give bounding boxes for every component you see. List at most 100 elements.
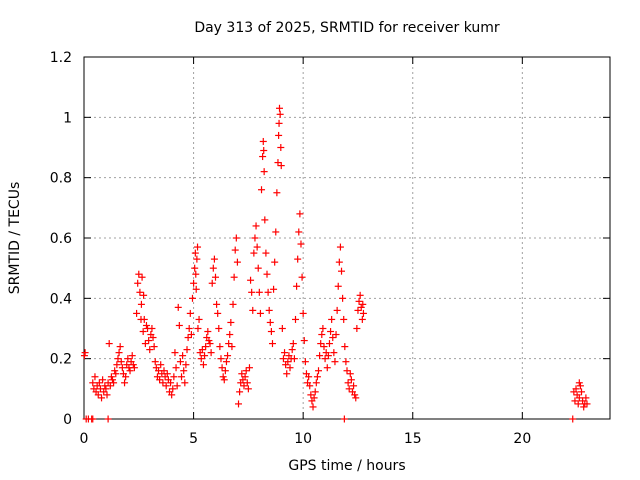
data-point [198,346,206,354]
data-point [264,288,272,296]
data-point [184,334,192,342]
data-point [240,382,248,390]
data-point [341,343,349,351]
data-point [265,306,273,314]
data-point [179,352,187,360]
data-point [325,340,333,348]
data-point [168,391,176,399]
data-point [351,391,359,399]
data-point [188,294,196,302]
data-point [277,144,285,151]
data-point [276,110,284,118]
data-point [574,400,582,408]
data-point [191,264,199,272]
data-point [328,315,336,323]
data-point [275,119,283,127]
data-point [116,343,124,351]
data-point [214,309,222,317]
data-point [225,340,233,348]
data-point [209,264,217,272]
data-point [578,388,586,396]
data-point [343,367,351,375]
data-point [228,343,236,351]
data-point [273,189,281,197]
data-point [182,361,190,369]
data-point [263,270,271,278]
data-point [260,168,268,176]
data-point [103,391,111,399]
data-point [355,297,363,305]
data-point [254,264,262,272]
data-point [176,358,184,366]
y-tick-label: 0.2 [50,352,72,368]
data-point [324,352,332,360]
data-point [583,400,591,408]
y-tick-labels: 0 0.2 0.4 0.6 0.8 1 1.2 [50,50,72,428]
data-point [156,376,164,384]
data-point [205,337,213,345]
data-point [140,291,148,299]
data-point [359,309,367,317]
data-point [353,325,361,332]
data-point [172,364,180,372]
data-point [238,370,246,378]
data-point [296,210,304,218]
data-point [275,131,283,139]
data-point [220,376,228,384]
x-tick-label: 20 [513,431,531,447]
data-point [181,379,189,387]
data-point [150,343,158,351]
data-point [167,379,175,387]
data-point [576,382,584,390]
data-point [231,246,239,254]
data-point [195,315,203,323]
data-point [118,364,126,372]
data-point [208,279,216,287]
data-point [126,367,134,375]
data-point [278,325,286,332]
data-point [340,315,348,323]
data-point [94,391,102,399]
data-point [352,394,360,402]
y-tick-label: 0 [63,412,72,428]
data-point [236,388,244,396]
data-point [157,361,165,369]
data-point [170,373,178,381]
data-point [261,216,269,224]
data-point [569,415,577,423]
data-point [347,376,355,384]
data-point [141,340,149,348]
data-point [295,228,303,236]
data-point [310,394,318,402]
data-point [268,340,276,348]
data-point [160,367,168,375]
data-point [218,364,226,372]
data-point [340,415,348,423]
data-point [192,285,200,293]
data-point [183,346,191,354]
x-tick-label: 15 [404,431,422,447]
data-point [197,355,205,363]
data-point [316,352,324,360]
data-point [99,376,107,384]
data-point [171,349,179,357]
data-point [572,385,580,393]
data-point [202,343,210,351]
data-point [279,355,287,363]
data-point [354,306,362,314]
data-point [289,340,297,348]
data-point [105,340,113,348]
y-tick-label: 1 [63,110,72,126]
data-point [113,361,121,369]
data-point [162,382,170,390]
data-point [204,328,212,336]
data-point [187,331,195,339]
data-point [312,379,320,387]
data-point [230,273,238,281]
data-point [146,346,154,354]
data-point [136,288,144,296]
data-point [163,370,171,378]
data-point [108,376,116,384]
data-point [180,367,188,375]
